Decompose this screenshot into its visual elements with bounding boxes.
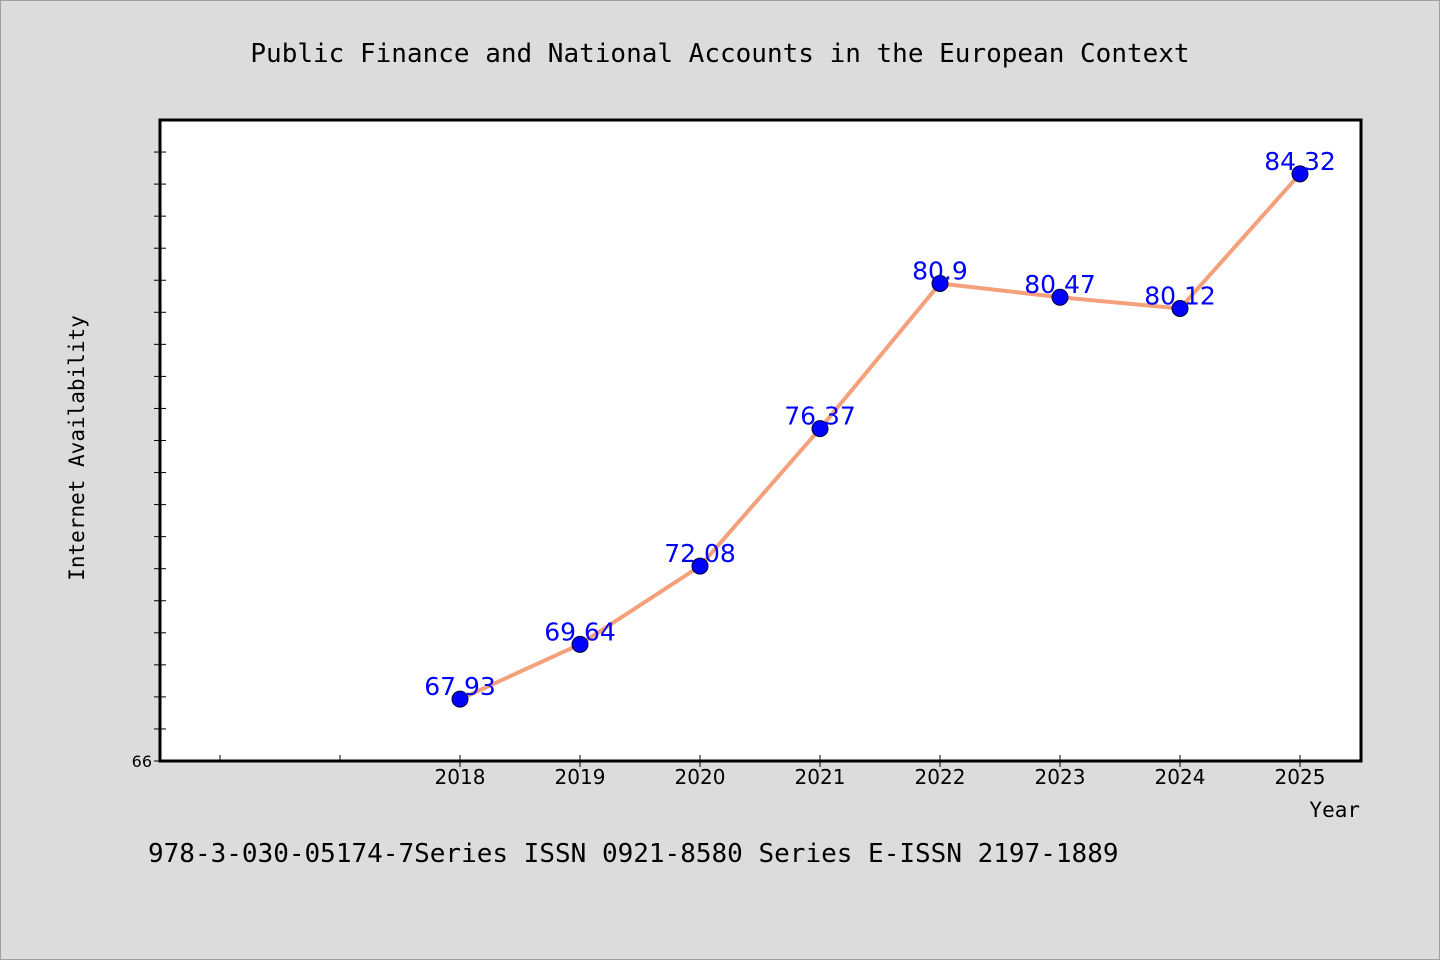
series-group: 67.93 69.64 72.08 76.37 80.9 80.47 80.12 84.32 <box>424 147 1336 708</box>
data-point <box>1171 299 1189 317</box>
y-axis-title: Internet Availability <box>65 315 89 581</box>
y-tick-label: 66 <box>132 752 152 771</box>
plot-area <box>158 118 1363 763</box>
x-tick-label: 2023 <box>1035 765 1086 789</box>
y-axis: 66 <box>132 151 166 771</box>
data-point <box>571 635 589 653</box>
data-label: 72.08 <box>664 539 736 568</box>
data-point <box>451 690 469 708</box>
data-point <box>811 420 829 438</box>
x-tick-label: 2021 <box>795 765 846 789</box>
x-tick-label: 2019 <box>555 765 606 789</box>
data-label: 69.64 <box>544 617 616 646</box>
x-tick-label: 2018 <box>435 765 486 789</box>
data-point <box>931 274 949 292</box>
data-label: 80.47 <box>1024 270 1096 299</box>
data-label: 67.93 <box>424 672 496 701</box>
x-tick-label: 2024 <box>1155 765 1206 789</box>
x-tick-label: 2022 <box>915 765 966 789</box>
data-label: 76.37 <box>784 402 856 431</box>
isbn-footer: 978-3-030-05174-7Series ISSN 0921-8580 S… <box>148 839 1119 869</box>
x-axis: 2018 2019 2020 2021 2022 2023 2024 2025 <box>219 755 1326 789</box>
data-label: 80.9 <box>912 256 968 285</box>
chart-title: Public Finance and National Accounts in … <box>250 39 1189 69</box>
data-label: 80.12 <box>1144 281 1216 310</box>
data-point <box>1051 288 1069 306</box>
x-tick-label: 2020 <box>675 765 726 789</box>
data-point <box>1291 165 1309 183</box>
data-point <box>691 557 709 575</box>
x-axis-title: Year <box>1309 798 1360 822</box>
x-tick-label: 2025 <box>1275 765 1326 789</box>
data-label: 84.32 <box>1264 147 1336 176</box>
series-line <box>459 172 1302 701</box>
